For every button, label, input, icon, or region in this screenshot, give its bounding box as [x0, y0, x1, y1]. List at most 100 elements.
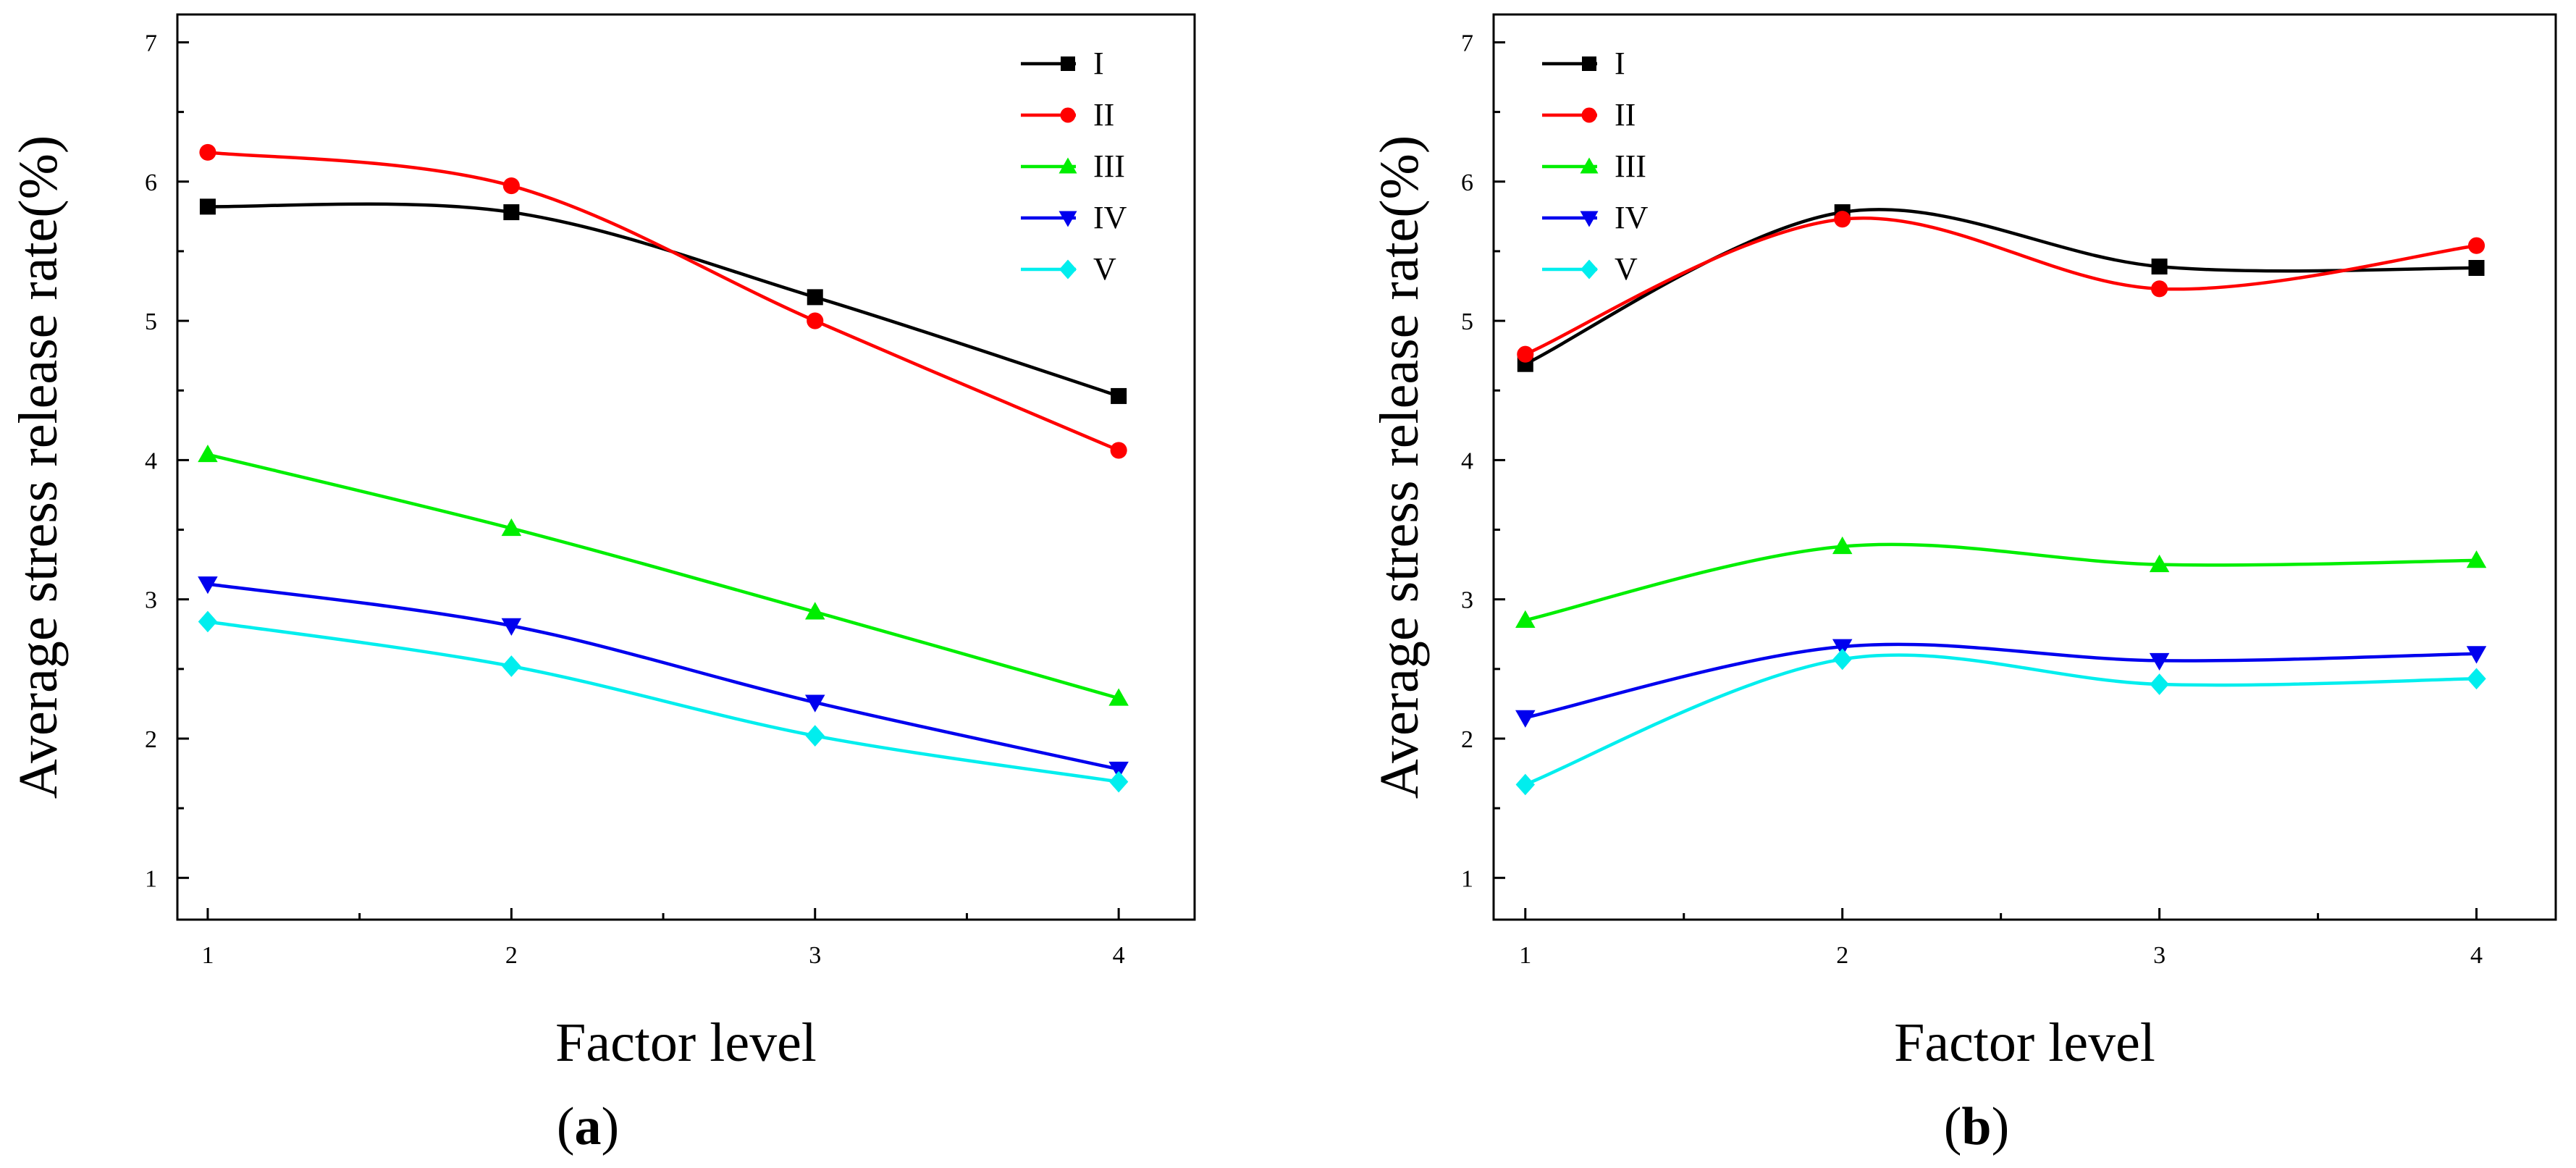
series-4 — [1515, 639, 2487, 728]
y-axis-title: Average stress release rate(%) — [1369, 135, 1430, 799]
data-point — [807, 312, 824, 329]
series-line — [206, 620, 1121, 783]
panel-label: (a) — [557, 1097, 619, 1156]
legend-label: II — [1093, 97, 1114, 133]
series-5 — [198, 610, 1129, 793]
series-line — [1523, 542, 2478, 622]
legend-marker — [1058, 211, 1077, 227]
data-point — [198, 610, 218, 633]
legend-label: V — [1093, 251, 1116, 287]
y-tick-label: 7 — [145, 30, 157, 56]
legend-marker — [1580, 157, 1599, 174]
data-point — [503, 204, 520, 221]
data-point — [198, 444, 218, 463]
data-point — [2149, 554, 2170, 573]
data-point — [1834, 211, 1851, 228]
legend-marker — [1060, 107, 1076, 123]
data-point — [2149, 652, 2170, 671]
y-tick-label: 6 — [145, 169, 157, 196]
series-line — [1523, 653, 2478, 786]
data-point — [1108, 688, 1129, 706]
x-tick-label: 3 — [809, 942, 821, 969]
y-tick-label: 1 — [1461, 865, 1473, 892]
data-point — [1108, 761, 1129, 780]
series-3 — [1515, 536, 2487, 628]
data-point — [805, 725, 825, 747]
legend-label: I — [1093, 46, 1104, 81]
panel-a: 1 2 3 4 5 6 7 1 2 3 4 Factor level Average stress re… — [8, 13, 1196, 1156]
y-tick-label: 7 — [1461, 30, 1473, 56]
panel-label-open: ( — [1944, 1097, 1962, 1156]
panel-b: 1 2 3 4 5 6 7 1 2 3 4 Factor level Average stress re… — [1369, 13, 2557, 1156]
x-tick-label: 2 — [1836, 942, 1848, 969]
data-point — [1832, 639, 1853, 657]
series-3 — [198, 444, 1129, 706]
data-point — [501, 618, 522, 636]
legend-label: III — [1093, 148, 1125, 184]
x-tick-label: 1 — [201, 942, 214, 969]
data-point — [1110, 442, 1127, 459]
data-point — [2467, 237, 2485, 254]
data-point — [501, 518, 522, 537]
data-point — [1108, 770, 1129, 793]
y-tick-label: 4 — [145, 448, 157, 474]
y-axis-title: Average stress release rate(%) — [8, 135, 69, 799]
data-point — [2466, 550, 2487, 568]
panel-label-letter: a — [575, 1097, 602, 1156]
legend-label: IV — [1093, 200, 1127, 235]
series-line — [1523, 217, 2478, 356]
y-tick-label: 5 — [1461, 308, 1473, 335]
legend-marker — [1582, 56, 1596, 71]
panel-label-letter: b — [1961, 1097, 1991, 1156]
series-line — [206, 453, 1121, 700]
panel-label-close: ) — [1992, 1097, 2010, 1156]
data-point — [1832, 648, 1852, 671]
data-point — [199, 198, 216, 215]
data-point — [199, 143, 216, 161]
data-point — [1515, 710, 1536, 728]
data-point — [1517, 345, 1534, 363]
x-axis-title: Factor level — [1894, 1012, 2155, 1073]
data-point — [2151, 259, 2168, 275]
legend-label: II — [1615, 97, 1636, 133]
legend-marker — [1580, 211, 1599, 227]
data-point — [2466, 646, 2487, 664]
legend-label: I — [1615, 46, 1625, 81]
series-line — [206, 151, 1121, 453]
data-point — [1515, 773, 1535, 796]
series-line — [206, 202, 1121, 398]
data-point — [2467, 668, 2486, 690]
legend-marker — [1061, 56, 1075, 71]
y-tick-label: 2 — [145, 726, 157, 753]
series-line — [1523, 208, 2478, 366]
legend-label: V — [1615, 251, 1638, 287]
x-tick-label: 3 — [2153, 942, 2165, 969]
x-tick-label: 4 — [2470, 942, 2483, 969]
y-tick-label: 2 — [1461, 726, 1473, 753]
data-point — [1515, 610, 1536, 628]
series-2 — [1517, 211, 2485, 363]
series-1 — [1517, 204, 2485, 372]
data-point — [804, 602, 825, 620]
data-point — [2150, 673, 2169, 695]
series-line — [1523, 642, 2478, 720]
panel-label-open: ( — [557, 1097, 575, 1156]
legend-marker — [1059, 259, 1077, 280]
plot-frame — [176, 13, 1196, 921]
panel-label: (b) — [1944, 1097, 2009, 1156]
y-tick-label: 4 — [1461, 448, 1473, 474]
x-tick-label: 1 — [1519, 942, 1531, 969]
y-tick-label: 6 — [1461, 169, 1473, 196]
series-5 — [1515, 648, 2486, 796]
series-1 — [199, 198, 1127, 404]
data-point — [1832, 536, 1853, 555]
series-2 — [199, 143, 1127, 459]
y-tick-label: 1 — [145, 865, 157, 892]
data-point — [502, 655, 521, 677]
panel-label-close: ) — [602, 1097, 620, 1156]
data-point — [804, 694, 825, 713]
legend-marker — [1058, 157, 1077, 174]
